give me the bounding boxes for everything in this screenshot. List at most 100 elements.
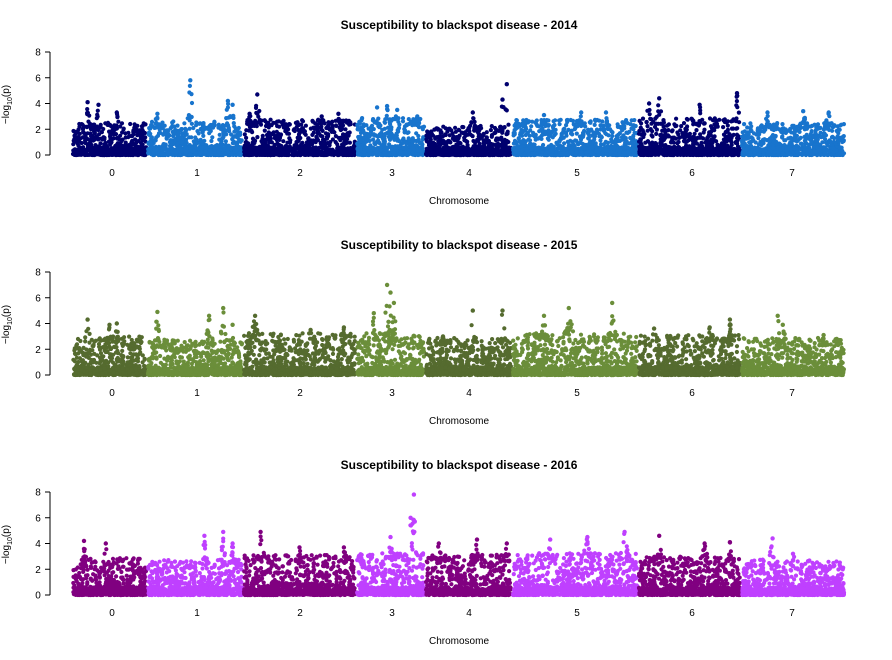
snp-point [98, 146, 103, 151]
snp-point [272, 142, 277, 147]
snp-point [378, 134, 383, 139]
snp-point [647, 112, 652, 117]
snp-point [734, 126, 739, 131]
snp-point [516, 136, 521, 141]
snp-point [245, 121, 250, 126]
snp-point [637, 118, 642, 123]
snp-point [280, 122, 285, 127]
snp-point [175, 123, 180, 128]
snp-point [592, 117, 598, 122]
snp-point [201, 133, 206, 138]
snp-peak-point [579, 110, 584, 115]
snp-point [586, 136, 591, 141]
snp-point [429, 146, 434, 152]
snp-point [672, 122, 677, 127]
snp-point [584, 150, 589, 155]
snp-point [121, 127, 126, 132]
snp-point [715, 124, 720, 129]
x-tick-label: 2 [297, 168, 303, 179]
snp-point [727, 132, 732, 137]
snp-point [187, 152, 192, 157]
snp-point [522, 140, 527, 145]
snp-point [343, 127, 348, 132]
snp-point [347, 130, 352, 135]
snp-peak-point [155, 111, 160, 117]
snp-point [551, 147, 556, 152]
snp-point [489, 124, 494, 129]
snp-point [126, 130, 131, 135]
snp-point [414, 138, 419, 144]
snp-point [131, 150, 136, 155]
snp-point [437, 134, 442, 139]
snp-peak-point [415, 114, 420, 119]
snp-peak-point [504, 82, 509, 87]
snp-point [421, 124, 427, 129]
snp-point [600, 119, 605, 124]
snp-point [95, 108, 100, 113]
snp-point [692, 131, 697, 136]
snp-point [112, 127, 117, 132]
snp-point [488, 128, 493, 133]
snp-point [194, 120, 199, 125]
snp-point [232, 129, 237, 134]
snp-point [548, 130, 553, 135]
snp-point [187, 143, 192, 148]
snp-point [220, 142, 225, 147]
snp-point [543, 129, 548, 134]
snp-point [150, 124, 155, 129]
snp-point [333, 140, 338, 145]
y-tick-label: 2 [35, 125, 41, 136]
snp-point [315, 137, 321, 143]
snp-point [737, 120, 742, 125]
snp-point [84, 124, 89, 129]
snp-point [273, 146, 278, 152]
snp-point [631, 152, 636, 157]
snp-point [415, 152, 420, 157]
snp-peak-point [230, 102, 235, 108]
snp-point [122, 145, 128, 150]
snp-point [527, 138, 533, 143]
chromosome-6-points [636, 91, 743, 158]
snp-point [428, 152, 433, 157]
snp-peak-point [374, 105, 380, 110]
snp-point [669, 129, 675, 134]
x-tick-label: 1 [194, 168, 200, 179]
snp-point [342, 148, 347, 153]
snp-point [135, 133, 140, 138]
snp-point [630, 125, 635, 130]
snp-point [141, 135, 146, 141]
snp-point [307, 145, 312, 151]
snp-point [312, 152, 317, 157]
snp-point [649, 121, 654, 126]
snp-point [471, 116, 476, 121]
snp-point [429, 129, 434, 134]
snp-point [83, 140, 88, 146]
snp-point [162, 147, 167, 152]
snp-point [364, 123, 369, 128]
snp-point [308, 126, 313, 131]
snp-point [252, 139, 257, 144]
snp-point [212, 120, 217, 125]
snp-point [656, 103, 661, 108]
snp-point [481, 131, 486, 136]
snp-point [570, 148, 575, 153]
snp-point [300, 126, 305, 131]
snp-point [572, 122, 577, 127]
snp-point [324, 135, 329, 140]
snp-point [629, 140, 635, 145]
snp-point [530, 119, 535, 124]
snp-point [419, 141, 424, 146]
snp-point [558, 117, 563, 122]
snp-point [324, 145, 329, 150]
snp-point [72, 152, 77, 157]
snp-point [232, 124, 237, 129]
snp-point [323, 151, 328, 156]
snp-point [364, 145, 369, 150]
snp-point [676, 139, 681, 145]
snp-point [521, 124, 526, 129]
snp-point [306, 152, 311, 157]
snp-point [244, 135, 249, 140]
snp-point [591, 130, 596, 135]
snp-point [106, 139, 112, 144]
